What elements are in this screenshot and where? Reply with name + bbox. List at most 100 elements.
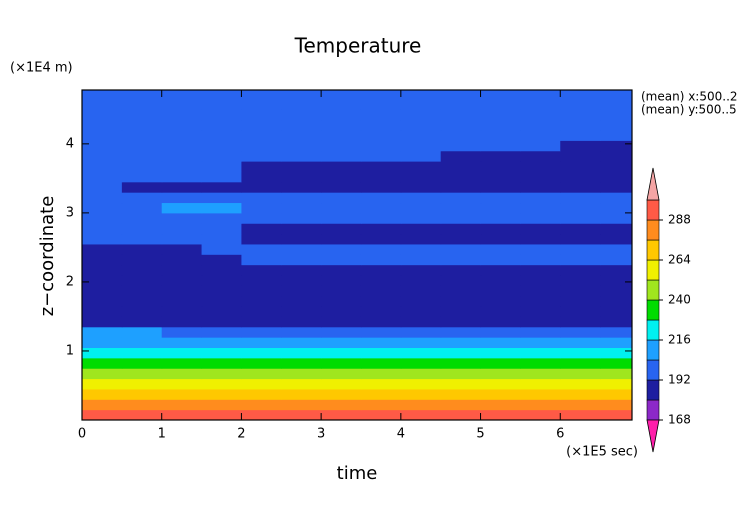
x-tick-label: 2 [237, 427, 245, 442]
contour-cell [281, 399, 322, 411]
contour-cell [82, 109, 123, 121]
contour-cell [241, 130, 282, 141]
contour-cell [560, 130, 601, 141]
contour-cell [281, 295, 322, 307]
contour-cell [560, 223, 601, 235]
contour-cell [321, 347, 362, 359]
contour-field [82, 90, 632, 420]
contour-cell [281, 378, 322, 390]
contour-cell [400, 254, 442, 266]
contour-cell [560, 181, 601, 193]
contour-cell [121, 161, 163, 172]
contour-cell [480, 243, 521, 255]
contour-cell [241, 378, 282, 390]
contour-cell [440, 98, 482, 110]
contour-cell [480, 223, 521, 235]
contour-cell [520, 192, 561, 204]
contour-cell [321, 161, 362, 172]
contour-cell [520, 109, 561, 121]
contour-cell [440, 347, 482, 359]
contour-cell [161, 90, 203, 100]
contour-cell [121, 388, 163, 400]
contour-cell [321, 399, 362, 411]
contour-cell [480, 399, 521, 411]
contour-cell [560, 109, 601, 121]
contour-cell [520, 161, 561, 172]
contour-cell [440, 212, 482, 224]
contour-cell [560, 285, 601, 297]
contour-cell [400, 295, 442, 307]
contour-cell [600, 275, 632, 286]
contour-cell [241, 181, 282, 193]
contour-cell [161, 295, 203, 307]
contour-cell [440, 150, 482, 162]
colorbar-under [646, 419, 660, 453]
contour-cell [201, 130, 242, 141]
contour-cell [440, 357, 482, 369]
contour-cell [121, 150, 163, 162]
contour-cell [400, 98, 442, 110]
contour-cell [560, 326, 601, 338]
contour-cell [440, 368, 482, 380]
contour-cell [121, 254, 163, 266]
contour-cell [360, 409, 402, 420]
contour-cell [560, 98, 601, 110]
contour-cell [281, 150, 322, 162]
contour-cell [560, 140, 601, 152]
contour-cell [281, 181, 322, 193]
contour-cell [82, 347, 123, 359]
y-axis-label: z−coordinate [37, 196, 58, 317]
contour-cell [400, 337, 442, 349]
contour-cell [121, 98, 163, 110]
contour-cell [321, 337, 362, 349]
contour-cell [82, 275, 123, 286]
contour-cell [440, 233, 482, 245]
contour-cell [480, 285, 521, 297]
contour-cell [161, 223, 203, 235]
contour-cell [201, 409, 242, 420]
contour-cell [321, 150, 362, 162]
colorbar-label: 168 [668, 413, 691, 427]
contour-cell [520, 388, 561, 400]
contour-cell [281, 243, 322, 255]
contour-cell [440, 254, 482, 266]
colorbar-label: 216 [668, 333, 691, 347]
contour-cell [600, 90, 632, 100]
contour-cell [480, 347, 521, 359]
contour-cell [360, 119, 402, 131]
contour-cell [241, 223, 282, 235]
contour-cell [560, 295, 601, 307]
contour-cell [82, 130, 123, 141]
contour-cell [201, 150, 242, 162]
contour-cell [121, 347, 163, 359]
contour-cell [321, 90, 362, 100]
contour-cell [121, 181, 163, 193]
contour-cell [360, 368, 402, 380]
contour-cell [241, 109, 282, 121]
contour-cell [82, 98, 123, 110]
contour-cell [161, 275, 203, 286]
contour-cell [360, 285, 402, 297]
contour-cell [600, 388, 632, 400]
contour-cell [520, 316, 561, 328]
contour-cell [360, 233, 402, 245]
contour-cell [600, 409, 632, 420]
colorbar-swatch [646, 339, 660, 361]
contour-cell [241, 212, 282, 224]
contour-cell [360, 212, 402, 224]
contour-cell [82, 378, 123, 390]
contour-cell [321, 306, 362, 317]
contour-cell [321, 181, 362, 193]
contour-cell [321, 130, 362, 141]
contour-cell [241, 202, 282, 214]
contour-cell [161, 243, 203, 255]
contour-cell [321, 388, 362, 400]
contour-cell [321, 357, 362, 369]
plot-frame [81, 89, 633, 421]
contour-cell [161, 150, 203, 162]
contour-cell [201, 378, 242, 390]
contour-cell [321, 192, 362, 204]
contour-cell [400, 388, 442, 400]
contour-cell [440, 326, 482, 338]
contour-cell [400, 306, 442, 317]
